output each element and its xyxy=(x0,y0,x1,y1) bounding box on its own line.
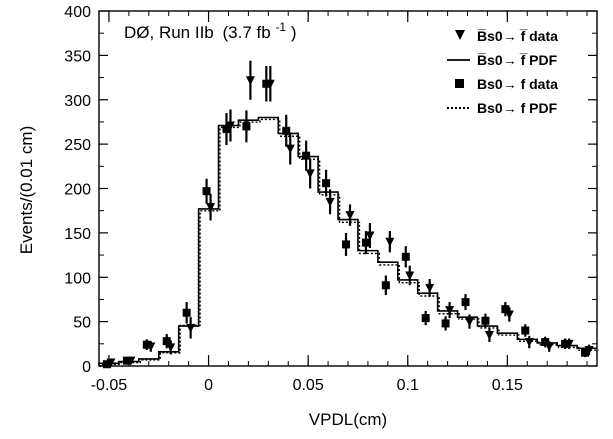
bbar-fbar-data-point xyxy=(425,283,435,293)
bbar-fbar-data-point xyxy=(345,211,355,221)
b-f-data-point xyxy=(461,298,470,307)
bbar-fbar-data-point xyxy=(465,317,475,327)
b-f-data-point xyxy=(501,305,510,314)
b-f-data-point xyxy=(122,356,131,365)
y-tick-label: 400 xyxy=(64,4,91,21)
bbar-fbar-data-point xyxy=(206,203,216,213)
b-f-data-point xyxy=(342,240,350,249)
legend-text-b-f-data: Bs0→ f data xyxy=(477,76,558,92)
b-f-data-point xyxy=(142,340,151,349)
legend-entry-bbar-fbar-pdf: B̅s0→ f̅ PDF xyxy=(447,52,558,68)
y-tick-label: 100 xyxy=(64,270,91,287)
x-tick-label: 0.05 xyxy=(293,377,324,394)
b-f-data-point xyxy=(421,314,430,323)
y-tick-label: 300 xyxy=(64,93,91,110)
x-tick-label: 0 xyxy=(204,377,213,394)
axis-ticks xyxy=(99,10,597,367)
x-tick-label: 0.1 xyxy=(397,377,419,394)
bbar-fbar-data-point xyxy=(405,271,415,281)
b-f-data-point xyxy=(262,79,271,88)
bbar-fbar-data-point xyxy=(484,330,494,340)
experiment-name: DØ, Run IIb xyxy=(124,23,214,42)
bbar-fbar-data-point xyxy=(365,231,375,241)
bbar-fbar-data-point xyxy=(305,169,315,179)
y-tick-label: 150 xyxy=(64,226,91,243)
y-tick-label: 0 xyxy=(82,359,91,376)
x-axis-title: VPDL(cm) xyxy=(309,410,387,429)
bbar-fbar-data-point xyxy=(385,237,395,247)
b-f-data-point xyxy=(182,308,191,317)
legend-entry-b-f-pdf: Bs0→ f PDF xyxy=(447,100,558,116)
legend: B̅s0→ f̅ data B̅s0→ f̅ PDF Bs0→ f data B… xyxy=(447,28,558,116)
y-tick-label: 200 xyxy=(64,182,91,199)
luminosity-exponent: -1 xyxy=(275,20,286,34)
bbar-fbar-data-point xyxy=(245,76,255,86)
y-axis-title: Events/(0.01 cm) xyxy=(17,126,36,255)
b-f-data-point xyxy=(361,238,370,247)
pdf-curve-b-f xyxy=(99,118,599,367)
b-f-data-point xyxy=(521,326,530,335)
pdf-curve-bbar-fbar xyxy=(98,116,597,366)
b-f-data-point xyxy=(581,348,590,357)
bbar-fbar-data-point xyxy=(325,197,335,207)
legend-text-b-f-pdf: Bs0→ f PDF xyxy=(477,100,558,116)
experiment-annotation: DØ, Run IIb (3.7 fb -1 ) xyxy=(124,16,297,42)
b-f-data-point xyxy=(222,125,231,134)
luminosity-text: (3.7 fb xyxy=(223,23,271,42)
x-tick-label: -0.05 xyxy=(91,377,128,394)
b-f-data-point xyxy=(282,126,291,135)
legend-entry-b-f-data: Bs0→ f data xyxy=(455,76,558,92)
b-f-data-point xyxy=(561,339,570,348)
b-f-data-point xyxy=(441,319,450,328)
x-tick-label: 0.15 xyxy=(492,377,523,394)
b-f-data-point xyxy=(381,281,390,290)
b-f-data-point xyxy=(541,338,550,347)
bbar-fbar-data-point xyxy=(445,306,455,316)
y-tick-label: 50 xyxy=(73,315,91,332)
y-tick-label: 350 xyxy=(64,48,91,65)
luminosity-close: ) xyxy=(291,23,297,42)
bbar-fbar-data-point xyxy=(524,338,534,348)
legend-text-bbar-fbar-pdf: B̅s0→ f̅ PDF xyxy=(477,52,558,68)
b-f-data-point xyxy=(162,337,171,346)
legend-entry-bbar-fbar-data: B̅s0→ f̅ data xyxy=(455,28,558,44)
square-marker-icon xyxy=(455,79,464,88)
y-tick-label: 250 xyxy=(64,137,91,154)
bbar-fbar-data-point xyxy=(166,343,176,353)
b-f-data-point xyxy=(481,316,490,325)
bbar-fbar-data-point xyxy=(186,323,196,333)
b-f-data-point xyxy=(102,360,111,369)
b-f-data-point xyxy=(202,187,211,196)
b-f-data-point xyxy=(242,122,251,131)
bbar-fbar-data-point xyxy=(285,144,295,154)
b-f-data-point xyxy=(302,151,311,160)
legend-text-bbar-fbar-data: B̅s0→ f̅ data xyxy=(477,28,558,44)
pdf-curves xyxy=(98,116,599,367)
data-points xyxy=(102,60,594,369)
triangle-down-marker-icon xyxy=(455,30,465,40)
b-f-data-point xyxy=(401,252,410,261)
b-f-data-point xyxy=(322,179,331,188)
